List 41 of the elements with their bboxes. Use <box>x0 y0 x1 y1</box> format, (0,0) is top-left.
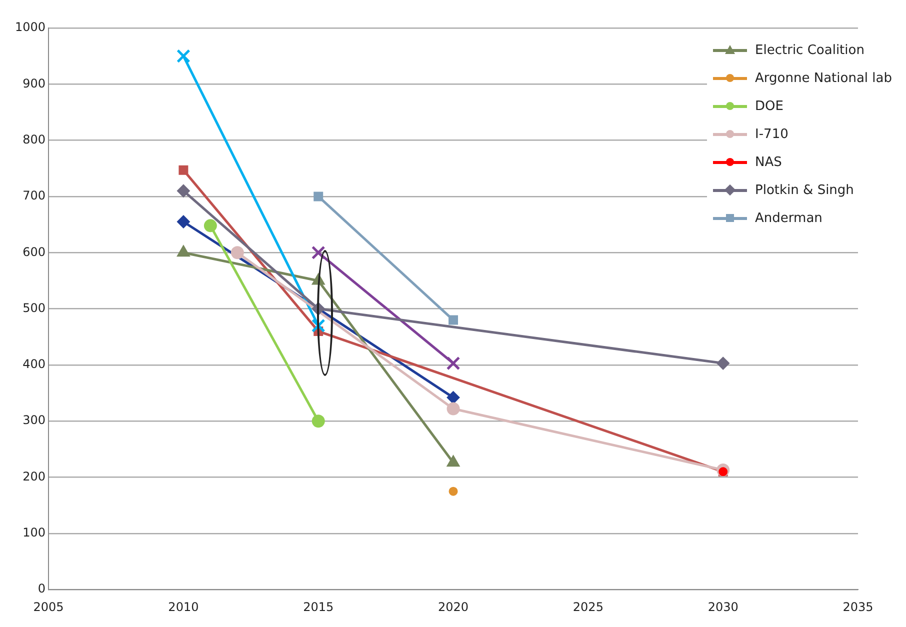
point <box>448 486 458 496</box>
point <box>311 246 326 260</box>
x-tick-label: 2020 <box>438 600 469 614</box>
legend-label: Plotkin & Singh <box>755 182 854 198</box>
y-tick-label: 800 <box>22 132 46 146</box>
point <box>230 246 244 260</box>
y-tick-label: 200 <box>22 469 46 484</box>
x-tick-label: 2035 <box>842 600 874 614</box>
point <box>446 391 460 404</box>
y-tick-label: 700 <box>22 188 46 203</box>
point <box>176 49 190 63</box>
x-tick-label: 2030 <box>708 600 738 614</box>
point <box>448 315 458 325</box>
y-tick-label: 1000 <box>14 20 46 34</box>
point <box>312 414 325 428</box>
point <box>716 356 730 370</box>
legend-label: Argonne National lab <box>755 70 892 86</box>
legend-label: Electric Coalition <box>755 42 864 58</box>
y-tick-label: 500 <box>22 300 46 315</box>
y-tick-label: 400 <box>22 357 46 372</box>
y-tick-label: 0 <box>38 582 46 596</box>
y-tick-label: 100 <box>22 526 46 540</box>
x-tick-label: 2010 <box>168 600 199 614</box>
legend-label: NAS <box>755 154 782 170</box>
point <box>178 165 188 175</box>
x-tick-label: 2025 <box>572 600 604 614</box>
legend-label: I-710 <box>755 126 788 142</box>
x-tick-label: 2015 <box>303 600 334 614</box>
x-tick-label: 2005 <box>33 600 64 614</box>
point <box>176 184 190 198</box>
point <box>446 356 460 370</box>
point <box>446 402 460 416</box>
y-tick-label: 600 <box>22 244 46 259</box>
legend-label: DOE <box>755 98 784 114</box>
point <box>176 215 190 228</box>
point <box>204 219 217 232</box>
y-tick-label: 300 <box>22 413 46 428</box>
point <box>311 318 326 333</box>
point <box>314 192 324 202</box>
y-tick-label: 900 <box>22 76 46 90</box>
legend-label: Anderman <box>755 210 822 226</box>
